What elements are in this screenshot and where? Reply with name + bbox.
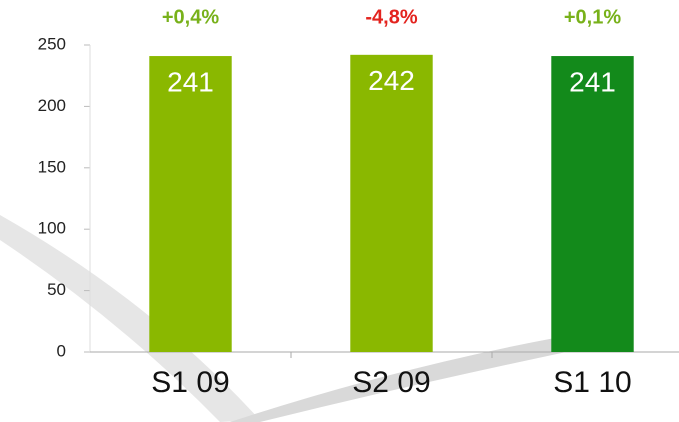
y-tick-label: 250	[38, 34, 66, 53]
annotation: +0,4%	[162, 6, 219, 28]
y-tick-label: 200	[38, 96, 66, 115]
annotation: -4,8%	[365, 6, 417, 28]
annotation: +0,1%	[564, 6, 621, 28]
y-tick-label: 0	[57, 341, 66, 360]
bar	[149, 56, 232, 352]
y-tick-label: 150	[38, 157, 66, 176]
bar	[350, 54, 433, 352]
decor-swoosh	[0, 215, 260, 422]
value-label: 241	[569, 66, 616, 97]
x-tick-label: S2 09	[352, 366, 430, 399]
y-tick-label: 100	[38, 219, 66, 238]
bar	[551, 56, 634, 352]
x-tick-label: S1 09	[151, 366, 229, 399]
value-label: 242	[368, 65, 415, 96]
decor-swoosh	[230, 330, 600, 422]
y-tick-label: 50	[47, 280, 66, 299]
x-tick-label: S1 10	[553, 366, 631, 399]
value-label: 241	[167, 66, 214, 97]
